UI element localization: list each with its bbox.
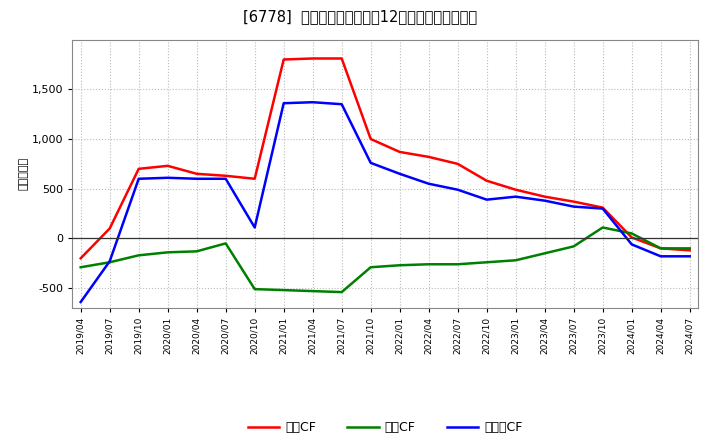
営業CF [366, 136, 375, 142]
営業CF [251, 176, 259, 181]
投資CF [657, 246, 665, 251]
投資CF [424, 262, 433, 267]
フリーCF [627, 242, 636, 247]
営業CF [308, 56, 317, 61]
投資CF [221, 241, 230, 246]
Line: 営業CF: 営業CF [81, 59, 690, 258]
営業CF [454, 161, 462, 166]
投資CF [454, 262, 462, 267]
投資CF [192, 249, 201, 254]
Line: フリーCF: フリーCF [81, 102, 690, 302]
営業CF [279, 57, 288, 62]
投資CF [308, 289, 317, 294]
フリーCF [511, 194, 520, 199]
フリーCF [657, 254, 665, 259]
投資CF [338, 290, 346, 295]
Line: 投資CF: 投資CF [81, 227, 690, 292]
営業CF [511, 187, 520, 192]
フリーCF [192, 176, 201, 181]
営業CF [135, 166, 143, 172]
Legend: 営業CF, 投資CF, フリーCF: 営業CF, 投資CF, フリーCF [243, 416, 528, 439]
フリーCF [251, 225, 259, 230]
投資CF [366, 264, 375, 270]
フリーCF [163, 175, 172, 180]
フリーCF [598, 206, 607, 211]
投資CF [482, 260, 491, 265]
フリーCF [279, 101, 288, 106]
営業CF [482, 178, 491, 183]
投資CF [627, 231, 636, 236]
投資CF [163, 249, 172, 255]
フリーCF [424, 181, 433, 187]
フリーCF [454, 187, 462, 192]
フリーCF [395, 171, 404, 176]
営業CF [221, 173, 230, 179]
フリーCF [338, 102, 346, 107]
フリーCF [135, 176, 143, 181]
フリーCF [570, 204, 578, 209]
投資CF [76, 264, 85, 270]
投資CF [395, 263, 404, 268]
フリーCF [685, 254, 694, 259]
投資CF [135, 253, 143, 258]
営業CF [163, 163, 172, 169]
フリーCF [76, 299, 85, 304]
営業CF [424, 154, 433, 160]
Text: [6778]  キャッシュフローの12か月移動合計の推移: [6778] キャッシュフローの12か月移動合計の推移 [243, 9, 477, 24]
営業CF [338, 56, 346, 61]
営業CF [76, 256, 85, 261]
フリーCF [366, 160, 375, 165]
営業CF [570, 199, 578, 204]
投資CF [685, 246, 694, 251]
フリーCF [541, 198, 549, 203]
フリーCF [308, 99, 317, 105]
営業CF [685, 248, 694, 253]
投資CF [105, 260, 114, 265]
フリーCF [482, 197, 491, 202]
営業CF [395, 149, 404, 154]
投資CF [511, 258, 520, 263]
Y-axis label: （百万円）: （百万円） [19, 157, 29, 191]
投資CF [598, 225, 607, 230]
営業CF [627, 235, 636, 240]
投資CF [541, 251, 549, 256]
営業CF [192, 171, 201, 176]
投資CF [251, 286, 259, 292]
営業CF [541, 194, 549, 199]
営業CF [105, 226, 114, 231]
営業CF [598, 205, 607, 210]
営業CF [657, 246, 665, 251]
投資CF [570, 244, 578, 249]
フリーCF [105, 259, 114, 264]
フリーCF [221, 176, 230, 181]
投資CF [279, 287, 288, 293]
